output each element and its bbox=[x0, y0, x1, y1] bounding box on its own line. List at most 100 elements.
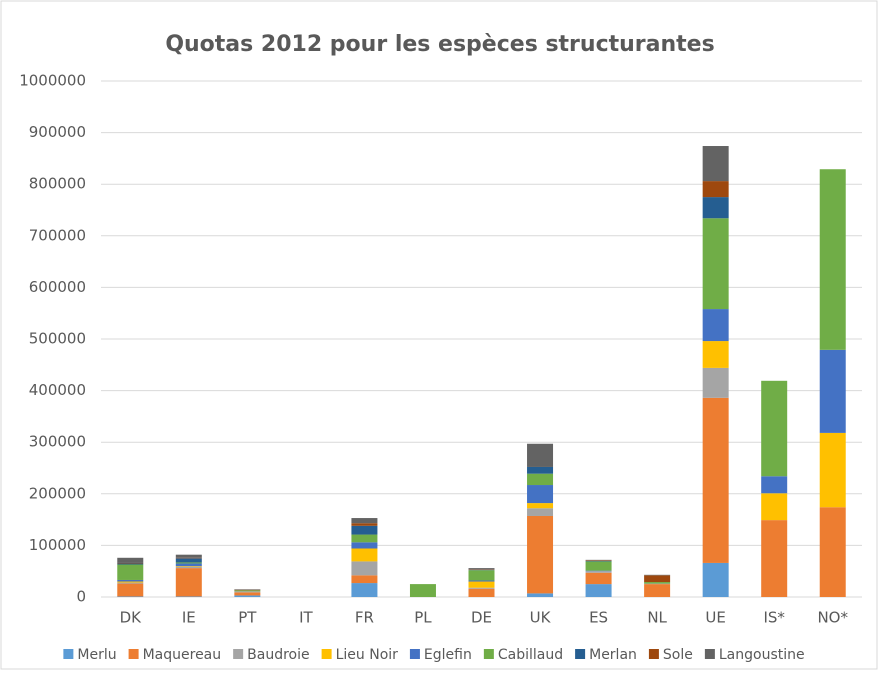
bar-segment bbox=[644, 582, 671, 584]
bar-segment bbox=[175, 554, 202, 558]
x-tick-label: UK bbox=[530, 609, 552, 627]
bar-segment bbox=[585, 561, 612, 571]
bar-segment bbox=[644, 584, 671, 597]
bar-segment bbox=[527, 473, 554, 486]
bar-segment bbox=[468, 580, 495, 582]
x-tick-label: IE bbox=[182, 609, 196, 627]
x-tick-label: IT bbox=[299, 609, 313, 627]
y-tick-label: 1000000 bbox=[19, 72, 86, 90]
bar-segment bbox=[702, 309, 729, 342]
legend-label: Maquereau bbox=[143, 647, 222, 663]
bar-segment bbox=[644, 574, 671, 576]
y-tick-label: 800000 bbox=[29, 175, 86, 193]
legend-swatch bbox=[409, 649, 420, 659]
bar-segment bbox=[761, 520, 788, 597]
bar-segment bbox=[117, 557, 144, 563]
bar-segment bbox=[351, 523, 378, 526]
bar-segment bbox=[175, 596, 202, 597]
x-tick-label: PT bbox=[238, 609, 257, 627]
bar-segment bbox=[351, 542, 378, 549]
bar-segment bbox=[702, 146, 729, 182]
y-tick-label: 400000 bbox=[29, 381, 86, 399]
bar-segment bbox=[175, 557, 202, 559]
legend-label: Merlan bbox=[589, 647, 637, 663]
legend-swatch bbox=[704, 649, 715, 659]
bar-segment bbox=[585, 570, 612, 572]
x-tick-label: UE bbox=[705, 609, 725, 627]
x-tick-label: ES bbox=[589, 609, 608, 627]
chart-title: Quotas 2012 pour les espèces structurant… bbox=[165, 32, 714, 57]
bar-segment bbox=[351, 525, 378, 535]
y-tick-label: 600000 bbox=[29, 278, 86, 296]
bar-segment bbox=[702, 341, 729, 368]
legend-label: Baudroie bbox=[247, 647, 309, 663]
legend-label: Eglefin bbox=[424, 647, 472, 663]
bar-segment bbox=[761, 493, 788, 521]
bar-segment bbox=[117, 582, 144, 584]
bar-segment bbox=[819, 507, 846, 597]
legend-label: Langoustine bbox=[719, 647, 805, 663]
bar-segment bbox=[175, 566, 202, 567]
bar-segment bbox=[585, 560, 612, 561]
bar-segment bbox=[644, 583, 671, 585]
x-tick-label: NL bbox=[647, 609, 667, 627]
legend-swatch bbox=[321, 649, 332, 659]
bar-segment bbox=[702, 562, 729, 597]
bar-segment bbox=[468, 570, 495, 581]
bar-segment bbox=[585, 571, 612, 573]
bar-segment bbox=[234, 591, 261, 593]
bar-segment bbox=[702, 197, 729, 219]
bar-segment bbox=[819, 349, 846, 433]
y-tick-label: 700000 bbox=[29, 226, 86, 244]
bar-segment bbox=[117, 579, 144, 582]
legend-label: Merlu bbox=[77, 647, 116, 663]
bar-segment bbox=[351, 518, 378, 524]
bar-segment bbox=[585, 572, 612, 585]
bar-segment bbox=[527, 466, 554, 474]
bar-segment bbox=[351, 561, 378, 576]
bar-segment bbox=[175, 563, 202, 567]
bar-segment bbox=[527, 515, 554, 594]
bar-segment bbox=[351, 583, 378, 597]
legend-swatch bbox=[233, 649, 244, 659]
bar-segment bbox=[117, 564, 144, 580]
x-tick-label: DE bbox=[471, 609, 492, 627]
legend-swatch bbox=[63, 649, 74, 659]
bar-segment bbox=[117, 596, 144, 597]
bar-segment bbox=[702, 367, 729, 398]
bar-segment bbox=[175, 562, 202, 564]
x-tick-label: DK bbox=[120, 609, 143, 627]
bar-segment bbox=[702, 218, 729, 310]
bar-segment bbox=[351, 534, 378, 543]
bar-segment bbox=[117, 563, 144, 565]
bar-segment bbox=[175, 566, 202, 569]
bar-segment bbox=[234, 595, 261, 597]
bar-segment bbox=[702, 181, 729, 198]
bar-segment bbox=[585, 584, 612, 597]
legend-swatch bbox=[128, 649, 139, 659]
legend-label: Sole bbox=[663, 647, 693, 663]
bar-segment bbox=[409, 584, 436, 597]
x-tick-label: FR bbox=[355, 609, 374, 627]
bar-segment bbox=[585, 560, 612, 562]
bar-segment bbox=[351, 548, 378, 562]
y-tick-label: 0 bbox=[76, 588, 86, 606]
bar-segment bbox=[585, 559, 612, 561]
bar-segment bbox=[702, 397, 729, 563]
bar-segment bbox=[468, 569, 495, 571]
y-tick-label: 300000 bbox=[29, 433, 86, 451]
bar-segment bbox=[527, 443, 554, 467]
x-tick-label: PL bbox=[414, 609, 432, 627]
y-tick-label: 200000 bbox=[29, 484, 86, 502]
bar-segment bbox=[527, 593, 554, 597]
bar-segment bbox=[819, 169, 846, 350]
bar-segment bbox=[234, 592, 261, 596]
bar-segment bbox=[761, 380, 788, 477]
legend-swatch bbox=[483, 649, 494, 659]
bar-segment bbox=[468, 587, 495, 589]
x-tick-label: IS* bbox=[763, 609, 785, 627]
bar-segment bbox=[117, 581, 144, 583]
bar-segment bbox=[234, 589, 261, 590]
bar-segment bbox=[351, 575, 378, 584]
